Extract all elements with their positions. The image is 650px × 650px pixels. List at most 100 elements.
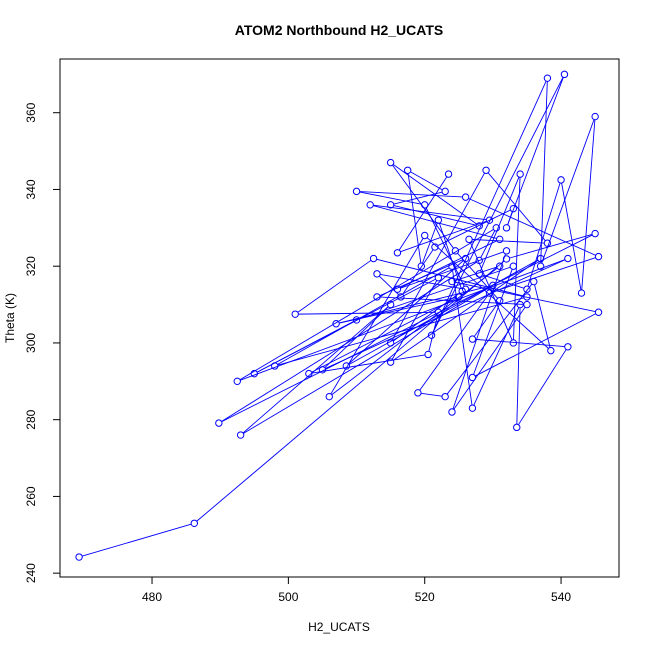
series-segment (513, 177, 521, 340)
series-segment (507, 77, 564, 225)
series-segment (453, 307, 526, 410)
data-point (215, 419, 223, 427)
data-point (523, 285, 531, 293)
series-segment (391, 280, 438, 360)
data-point (352, 316, 361, 324)
series-lines (82, 77, 596, 557)
series-segment (393, 260, 539, 361)
series-segment (331, 267, 498, 396)
series-points (75, 70, 603, 561)
data-point (461, 193, 470, 201)
series-segment (419, 295, 488, 391)
series-segment (452, 269, 473, 405)
data-point (291, 310, 299, 318)
data-point (318, 366, 327, 374)
data-point (427, 331, 436, 339)
data-point (560, 70, 569, 79)
data-point (421, 201, 429, 209)
data-point (536, 254, 545, 263)
series-segment (373, 204, 487, 221)
series-segment (432, 77, 564, 333)
data-point (403, 166, 412, 174)
series-segment (196, 260, 505, 522)
data-point (594, 308, 603, 316)
series-segment (437, 209, 511, 246)
data-point (496, 297, 504, 305)
series-segment (432, 81, 547, 333)
series-segment (469, 242, 513, 341)
series-segment (452, 253, 506, 410)
y-axis-label: Theta (K) (3, 293, 17, 343)
data-point (496, 262, 504, 270)
y-tick-label: 240 (24, 563, 38, 583)
series-segment (257, 278, 436, 373)
series-segment (239, 229, 494, 381)
data-point (547, 346, 555, 355)
data-point (386, 339, 395, 347)
series-segment (468, 198, 596, 256)
series-segment (221, 234, 593, 423)
series-segment (518, 349, 567, 425)
x-tick-label: 520 (415, 590, 435, 604)
y-tick-label: 360 (24, 102, 38, 122)
y-tick-label: 340 (24, 179, 38, 199)
series-segment (473, 307, 520, 406)
series-segment (400, 220, 487, 253)
data-point (577, 289, 586, 297)
series-segment (492, 257, 596, 293)
data-point (509, 204, 518, 213)
data-point (424, 350, 432, 359)
y-axis: 240 260 280 300 320 340 360 (24, 102, 60, 583)
data-point (451, 247, 460, 255)
x-tick-label: 500 (278, 590, 298, 604)
data-point (564, 343, 572, 351)
data-point (434, 308, 443, 316)
data-point (536, 262, 545, 270)
data-point (485, 216, 494, 224)
data-point (502, 224, 511, 232)
data-point (325, 392, 333, 401)
series-segment (324, 306, 389, 368)
series-segment (426, 237, 549, 349)
data-point (516, 170, 524, 178)
data-point (468, 373, 477, 382)
data-point (386, 201, 395, 209)
series-segment (507, 211, 513, 225)
series-segment (473, 269, 513, 375)
series-segment (330, 238, 424, 395)
data-point (564, 254, 572, 263)
x-axis: 480 500 520 540 (142, 577, 571, 604)
data-point (543, 239, 552, 247)
series-segment (487, 172, 546, 241)
series-segment (509, 234, 593, 259)
series-segment (422, 223, 438, 264)
x-tick-label: 480 (142, 590, 162, 604)
data-point (509, 339, 518, 347)
data-point (475, 222, 483, 230)
data-point (386, 300, 395, 309)
data-point (523, 293, 531, 301)
series-segment (541, 119, 595, 264)
series-segment (455, 281, 596, 313)
x-axis-label: H2_UCATS (308, 620, 370, 634)
series-segment (473, 303, 499, 337)
series-segment (540, 81, 548, 263)
data-point (431, 243, 439, 251)
series-segment (348, 259, 538, 365)
data-point (468, 404, 477, 412)
data-point (271, 362, 279, 370)
series-segment (402, 249, 434, 295)
data-point (352, 187, 361, 196)
series-segment (243, 286, 491, 434)
series-segment (359, 191, 463, 198)
data-point (393, 249, 402, 257)
series-segment (277, 297, 524, 366)
data-point (190, 519, 198, 527)
axes: 480 500 520 540 240 260 280 300 320 340 360 (24, 58, 620, 604)
series-segment (581, 119, 596, 290)
data-point (461, 254, 470, 263)
series-segment (393, 205, 477, 226)
data-point (502, 247, 511, 255)
data-point (489, 281, 497, 290)
